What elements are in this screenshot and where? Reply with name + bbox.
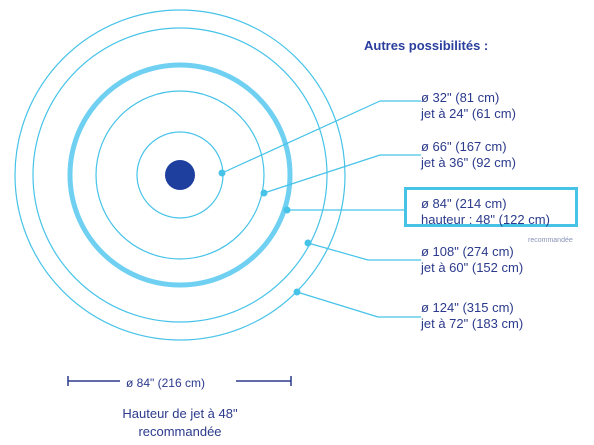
option-66in: ø 66" (167 cm) jet à 36" (92 cm) [421, 139, 516, 171]
option-jet: jet à 24" (61 cm) [421, 106, 516, 121]
option-diameter: ø 32" (81 cm) [421, 90, 500, 105]
option-jet: jet à 36" (92 cm) [421, 155, 516, 170]
option-124in: ø 124" (315 cm) jet à 72" (183 cm) [421, 300, 523, 332]
option-diameter: ø 84" (214 cm) [421, 196, 507, 211]
ring-124in [14, 9, 346, 341]
fountain-center [165, 160, 195, 190]
ring-84in-recommended [67, 62, 293, 288]
leader-dot-32in [218, 169, 226, 177]
caption-line-2: recommandée [138, 424, 222, 439]
ring-66in [95, 90, 265, 260]
scale-label: ø 84" (216 cm) [126, 376, 205, 390]
option-jet: hauteur : 48" (122 cm) [421, 212, 550, 227]
leader-dot-66in [260, 189, 268, 197]
ring-108in [32, 27, 328, 323]
option-32in: ø 32" (81 cm) jet à 24" (61 cm) [421, 90, 516, 122]
options-heading: Autres possibilités : [364, 38, 489, 53]
option-diameter: ø 124" (315 cm) [421, 300, 514, 315]
leader-line-124in [296, 291, 379, 318]
leader-dot-124in [293, 288, 301, 296]
option-diameter: ø 108" (274 cm) [421, 244, 514, 259]
leader-line-32in [221, 100, 381, 174]
recommended-tag: recommandée [528, 237, 573, 244]
option-84in-recommended: ø 84" (214 cm) hauteur : 48" (122 cm) [421, 196, 550, 228]
leader-line-108in [307, 242, 369, 261]
option-diameter: ø 66" (167 cm) [421, 139, 507, 154]
option-jet: jet à 72" (183 cm) [421, 316, 524, 331]
caption-line-1: Hauteur de jet à 48" [122, 406, 238, 421]
leader-line-66in [263, 154, 381, 194]
option-jet: jet à 60" (152 cm) [421, 260, 524, 275]
recommended-highlight-box [404, 187, 578, 227]
leader-dot-108in [304, 239, 312, 247]
caption: Hauteur de jet à 48" recommandée [80, 405, 280, 441]
option-108in: ø 108" (274 cm) jet à 60" (152 cm) [421, 244, 523, 276]
leader-dot-84in [283, 206, 291, 214]
